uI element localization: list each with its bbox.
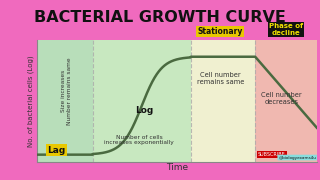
Text: SUBSCRIBE: SUBSCRIBE	[258, 152, 286, 157]
Text: Size increases
Number remains same: Size increases Number remains same	[61, 57, 72, 125]
Text: Cell number
decreases: Cell number decreases	[261, 92, 302, 105]
Text: Lag: Lag	[47, 146, 66, 155]
Text: Log: Log	[135, 107, 154, 116]
Bar	[191, 40, 255, 162]
Bar	[255, 40, 317, 162]
Text: Phase of
decline: Phase of decline	[269, 23, 303, 36]
Text: Cell number
remains same: Cell number remains same	[196, 72, 244, 85]
X-axis label: Time: Time	[166, 163, 188, 172]
Text: BACTERIAL GROWTH CURVE: BACTERIAL GROWTH CURVE	[34, 10, 286, 26]
Bar	[93, 40, 191, 162]
Text: Stationary: Stationary	[197, 27, 243, 36]
Y-axis label: No. of bacterial cells (Log): No. of bacterial cells (Log)	[28, 55, 34, 147]
Text: @biologyexams4u: @biologyexams4u	[278, 156, 316, 159]
Bar	[37, 40, 93, 162]
Text: Number of cells
increases exponentially: Number of cells increases exponentially	[104, 135, 174, 145]
